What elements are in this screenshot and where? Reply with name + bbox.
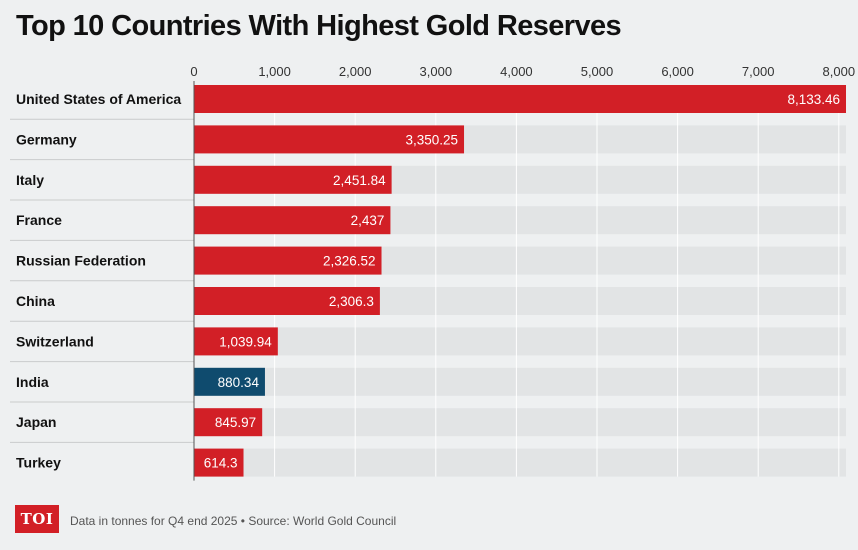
bar [194, 246, 382, 275]
bar [194, 408, 263, 437]
data-label: 2,306.3 [329, 294, 374, 309]
category-label: France [16, 212, 62, 228]
bar-track [194, 327, 846, 356]
category-label: China [16, 293, 55, 309]
bar [194, 327, 278, 356]
x-tick-label: 4,000 [500, 64, 533, 79]
data-label: 2,437 [351, 213, 385, 228]
data-label: 614.3 [204, 456, 238, 471]
category-label: Switzerland [16, 333, 94, 349]
category-label: Russian Federation [16, 253, 146, 269]
data-label: 3,350.25 [405, 132, 458, 147]
source-note: Data in tonnes for Q4 end 2025 • Source:… [70, 514, 397, 528]
x-tick-label: 1,000 [258, 64, 291, 79]
bar-track [194, 408, 846, 437]
category-label: Turkey [16, 455, 61, 471]
data-label: 2,451.84 [333, 173, 386, 188]
bar [194, 165, 392, 194]
data-label: 845.97 [215, 415, 256, 430]
x-tick-label: 2,000 [339, 64, 372, 79]
category-label: Italy [16, 172, 44, 188]
bar-highlight [194, 367, 265, 396]
data-label: 8,133.46 [787, 92, 840, 107]
bar [194, 206, 391, 235]
category-label: India [16, 374, 49, 390]
data-label: 2,326.52 [323, 254, 376, 269]
data-label: 1,039.94 [219, 334, 272, 349]
x-tick-label: 6,000 [661, 64, 694, 79]
chart-title: Top 10 Countries With Highest Gold Reser… [16, 10, 622, 42]
bar-chart: 0 1,000 2,000 3,000 4,000 5,000 6,000 7,000 8,00… [10, 64, 856, 481]
bar [194, 125, 465, 154]
category-label: United States of America [16, 91, 181, 107]
x-tick-label: 8,000 [823, 64, 856, 79]
x-tick-label: 0 [190, 64, 197, 79]
bar [194, 287, 380, 315]
bar-track [194, 448, 846, 477]
x-tick-label: 3,000 [420, 64, 453, 79]
bar [194, 448, 244, 477]
x-tick-label: 7,000 [742, 64, 775, 79]
category-label: Japan [16, 414, 56, 430]
category-label: Germany [16, 131, 77, 147]
data-label: 880.34 [218, 375, 260, 390]
toi-logo: TOI [15, 505, 59, 533]
x-tick-label: 5,000 [581, 64, 614, 79]
bar [194, 85, 846, 113]
bar-track [194, 367, 846, 396]
